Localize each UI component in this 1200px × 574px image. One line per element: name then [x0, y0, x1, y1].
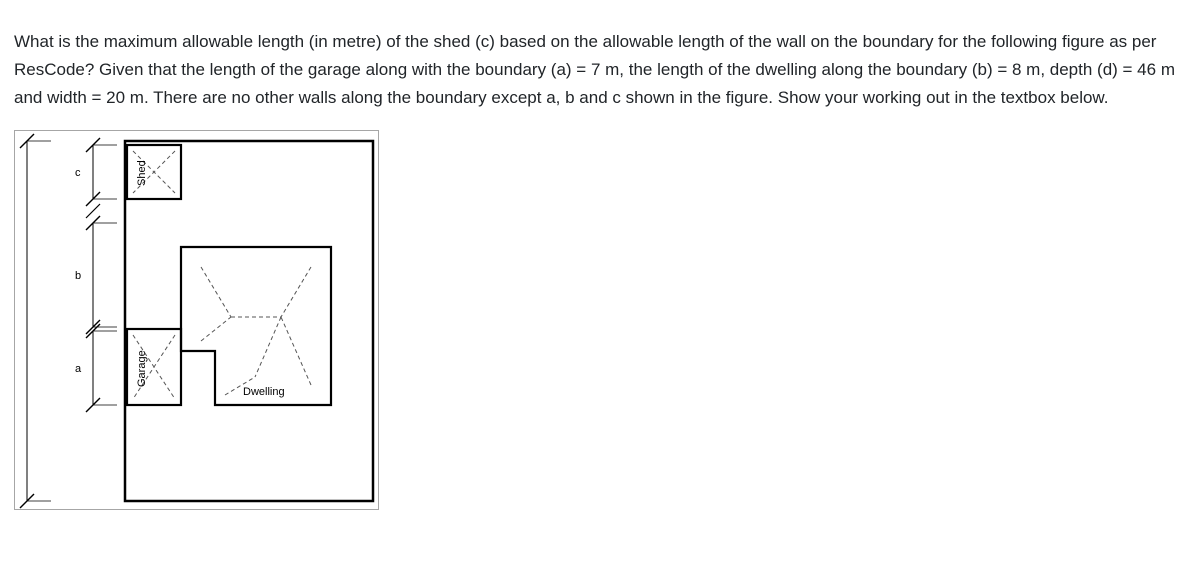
svg-text:a: a: [75, 363, 82, 375]
svg-text:Shed: Shed: [136, 160, 148, 186]
svg-text:Dwelling: Dwelling: [243, 386, 285, 398]
site-plan-figure: ShedGarageDwellingdcba: [14, 130, 379, 510]
svg-text:Garage: Garage: [136, 350, 148, 387]
svg-text:c: c: [75, 167, 81, 179]
svg-text:b: b: [75, 270, 81, 282]
question-text: What is the maximum allowable length (in…: [14, 28, 1186, 112]
